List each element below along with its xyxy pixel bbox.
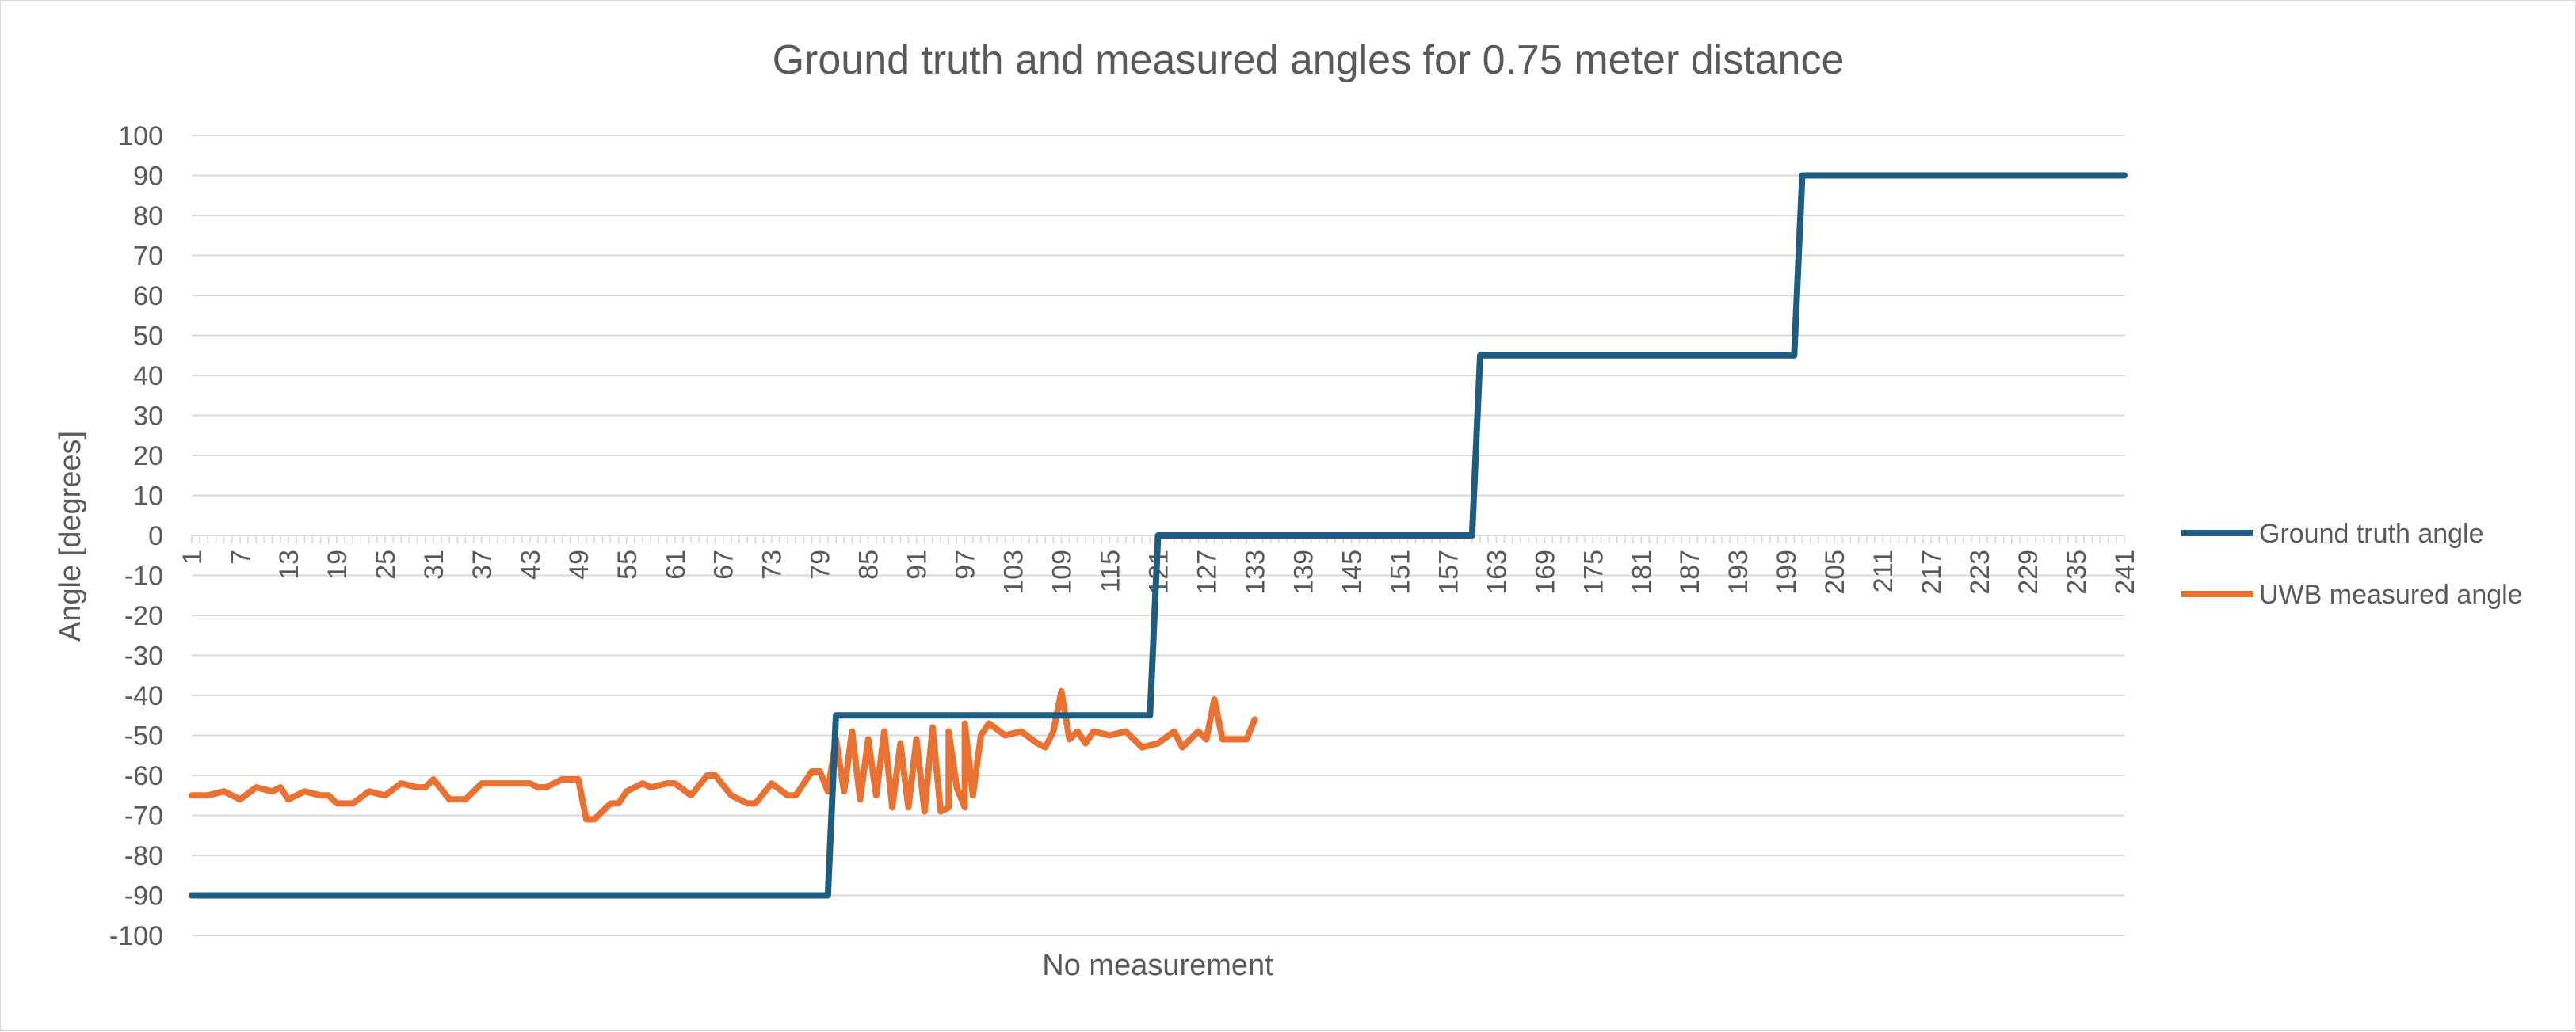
y-tick-label: 0 <box>148 521 163 551</box>
x-tick-label: 13 <box>274 550 304 580</box>
legend: Ground truth angle UWB measured angle <box>2181 519 2523 610</box>
y-tick-label: 50 <box>133 322 163 352</box>
x-tick-label: 223 <box>1965 550 1995 595</box>
x-tick-label: 31 <box>419 550 449 580</box>
x-tick-label: 73 <box>758 550 788 580</box>
series-line-uwb <box>189 688 1258 823</box>
x-tick-label: 145 <box>1337 550 1367 595</box>
x-tick-label: 151 <box>1385 550 1415 595</box>
y-tick-label: -60 <box>124 761 163 791</box>
x-tick-label: 157 <box>1433 550 1464 595</box>
x-tick-label: 169 <box>1530 550 1560 595</box>
x-tick-label: 1 <box>177 550 208 565</box>
x-tick-label: 109 <box>1048 550 1078 595</box>
x-tick-label: 91 <box>903 550 933 580</box>
x-tick-label: 115 <box>1096 550 1126 592</box>
x-tick-label: 49 <box>564 550 594 580</box>
x-tick-label: 205 <box>1820 550 1850 595</box>
legend-label-ground-truth: Ground truth angle <box>2259 519 2484 549</box>
y-tick-label: 70 <box>133 242 163 272</box>
x-tick-label: 175 <box>1578 550 1609 595</box>
x-axis-label: No measurement <box>1042 949 1273 982</box>
x-tick-label: 79 <box>806 550 836 580</box>
y-tick-label: 90 <box>133 162 163 192</box>
x-tick-label: 19 <box>322 550 353 580</box>
x-tick-label: 25 <box>371 550 401 580</box>
x-tick-label: 127 <box>1192 550 1222 595</box>
x-tick-label: 229 <box>2013 550 2044 595</box>
y-tick-label: -10 <box>124 562 163 592</box>
y-tick-label: 40 <box>133 361 163 391</box>
x-tick-label: 97 <box>951 550 981 580</box>
series-layer <box>189 172 2128 899</box>
grid-lines <box>191 135 2125 936</box>
x-tick-label: 217 <box>1917 550 1947 595</box>
legend-label-uwb: UWB measured angle <box>2259 580 2523 610</box>
x-tick-label: 187 <box>1675 550 1705 595</box>
x-tick-label: 235 <box>2062 550 2092 595</box>
x-tick-label: 7 <box>226 550 256 565</box>
x-tick-label: 55 <box>613 550 643 580</box>
x-tick-label: 181 <box>1627 550 1657 595</box>
x-tick-label: 211 <box>1868 550 1899 592</box>
y-axis-label: Angle [degrees] <box>54 431 87 642</box>
y-tick-label: -80 <box>124 841 163 871</box>
x-tick-label: 85 <box>854 550 884 580</box>
y-tick-label: -30 <box>124 642 163 672</box>
x-tick-label: 163 <box>1482 550 1512 595</box>
x-tick-label: 139 <box>1288 550 1319 595</box>
y-tick-label: -50 <box>124 722 163 752</box>
y-tick-label: -40 <box>124 681 163 711</box>
series-line-ground-truth <box>189 172 2128 899</box>
x-tick-label: 43 <box>516 550 546 580</box>
y-tick-label: -20 <box>124 601 163 631</box>
y-tick-label: -90 <box>124 882 163 912</box>
y-axis-ticks: -100-90-80-70-60-50-40-30-20-10010203040… <box>109 121 163 951</box>
x-tick-label: 103 <box>999 550 1029 595</box>
y-tick-label: 10 <box>133 482 163 512</box>
x-tick-label: 193 <box>1723 550 1754 595</box>
x-tick-label: 67 <box>709 550 739 580</box>
chart-title: Ground truth and measured angles for 0.7… <box>773 37 1845 83</box>
x-tick-label: 61 <box>661 550 691 580</box>
y-tick-label: -100 <box>109 921 163 951</box>
x-tick-label: 133 <box>1240 550 1270 595</box>
y-tick-label: 80 <box>133 201 163 231</box>
x-tick-label: 37 <box>467 550 498 580</box>
x-tick-label: 241 <box>2110 550 2140 595</box>
y-tick-label: 60 <box>133 281 163 311</box>
x-axis-ticks: 1 7 13 19 25 31 37 43 49 55 61 67 73 79 85 91 97 103 109 11… <box>177 550 2140 595</box>
x-tick-label: 199 <box>1772 550 1802 595</box>
y-tick-label: 30 <box>133 402 163 432</box>
y-tick-label: 100 <box>118 121 163 151</box>
y-tick-label: -70 <box>124 802 163 832</box>
y-tick-label: 20 <box>133 441 163 471</box>
